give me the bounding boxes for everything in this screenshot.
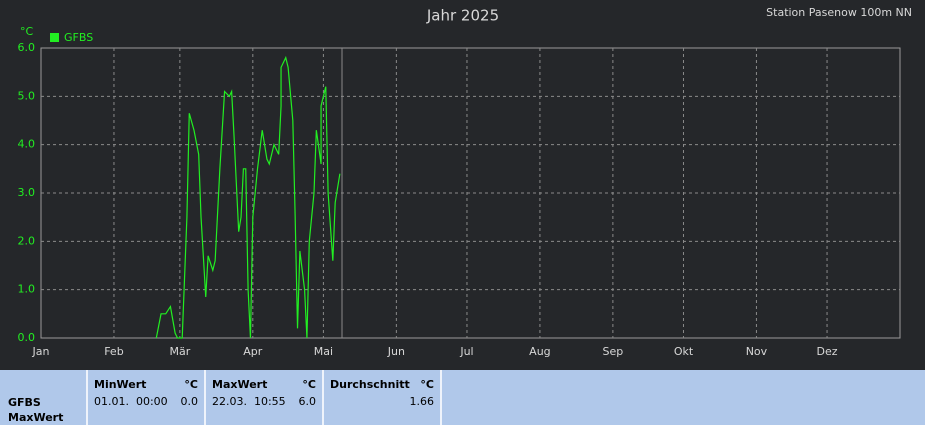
y-tick-label: 4.0 [18,138,36,151]
row-label: MaxWert [8,411,64,424]
y-unit: °C [20,25,34,38]
column-value: 1.66 [409,395,435,408]
column-title: Durchschnitt [330,378,410,391]
x-tick-label: Feb [104,345,123,358]
station: Station Pasenow 100m NN [766,6,912,19]
column-title: MaxWert [212,378,268,391]
chart: Jahr 2025 Station Pasenow 100m NN °C 0.0… [18,6,913,358]
column-title: MinWert [94,378,147,391]
table-cell: Durchschnitt °C 1.66 [324,370,442,425]
column-time: 22.03. 10:55 [212,395,286,408]
series-line [155,55,341,339]
y-tick-label: 6.0 [18,41,36,54]
legend-label: GFBS [64,31,93,44]
table-cell: MinWert °C 01.01. 00:00 0.0 [88,370,206,425]
y-tick-label: 1.0 [18,283,36,296]
y-tick-label: 3.0 [18,186,36,199]
x-tick-label: Aug [529,345,550,358]
x-tick-label: Dez [817,345,838,358]
column-unit: °C [420,378,434,391]
column-value: 6.0 [298,395,317,408]
chart-title: Jahr 2025 [426,7,499,25]
x-tick-label: Mai [314,345,333,358]
x-tick-label: Apr [243,345,263,358]
x-tick-label: Jan [32,345,50,358]
column-unit: °C [302,378,316,391]
column-value: 0.0 [180,395,199,408]
x-tick-label: Jun [387,345,405,358]
table-cell: MaxWert °C 22.03. 10:55 6.0 [206,370,324,425]
row-label: GFBS [8,396,41,409]
summary-table: GFBS MaxWert MinWert °C 01.01. 00:00 0.0 MaxWe… [0,370,925,425]
x-tick-label: Mär [169,345,190,358]
table-cell: GFBS MaxWert [0,370,88,425]
x-tick-label: Nov [746,345,768,358]
x-tick-label: Okt [674,345,694,358]
y-tick-label: 2.0 [18,234,36,247]
y-tick-label: 5.0 [18,89,36,102]
y-tick-label: 0.0 [18,331,36,344]
column-unit: °C [184,378,198,391]
column-time: 01.01. 00:00 [94,395,168,408]
x-tick-label: Sep [603,345,624,358]
x-tick-label: Jul [459,345,473,358]
legend-swatch [50,33,59,42]
